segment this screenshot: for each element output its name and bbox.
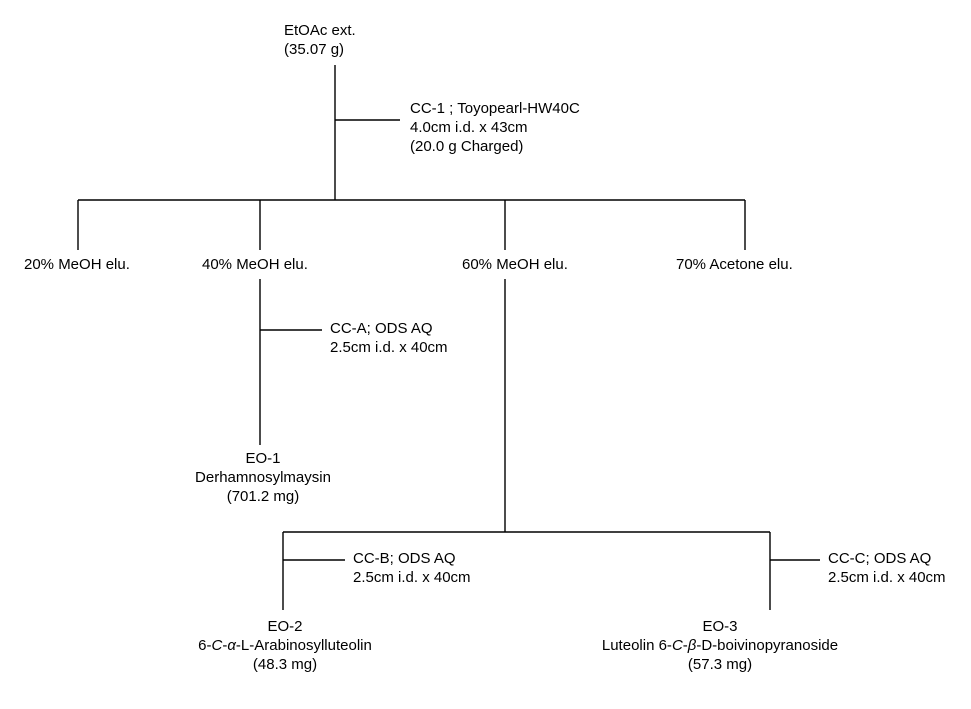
cc1-annotation: CC-1 ; Toyopearl-HW40C 4.0cm i.d. x 43cm… (410, 100, 580, 156)
ccB-annotation: CC-B; ODS AQ 2.5cm i.d. x 40cm (353, 550, 471, 588)
diagram-stage: { "root": { "line1": "EtOAc ext.", "line… (0, 0, 971, 709)
eo3-prefix: Luteolin 6- (602, 637, 672, 654)
cc1-line2: 4.0cm i.d. x 43cm (410, 119, 580, 138)
eo3-block: EO-3 Luteolin 6-C-β-D-boivinopyranoside … (570, 618, 870, 674)
ccC-line1: CC-C; ODS AQ (828, 550, 946, 569)
eo2-ital1: C (212, 637, 223, 654)
eo2-prefix: 6- (198, 637, 211, 654)
branch-70acetone: 70% Acetone elu. (676, 256, 793, 275)
root-line1: EtOAc ext. (284, 22, 356, 41)
ccA-annotation: CC-A; ODS AQ 2.5cm i.d. x 40cm (330, 320, 448, 358)
ccA-line1: CC-A; ODS AQ (330, 320, 448, 339)
branch-40meoh: 40% MeOH elu. (202, 256, 308, 275)
eo1-line2: Derhamnosylmaysin (188, 469, 338, 488)
branch-60meoh: 60% MeOH elu. (462, 256, 568, 275)
eo2-line2: 6-C-α-L-Arabinosylluteolin (160, 637, 410, 656)
eo1-line1: EO-1 (188, 450, 338, 469)
eo3-line1: EO-3 (570, 618, 870, 637)
root-line2: (35.07 g) (284, 41, 356, 60)
branch-20meoh: 20% MeOH elu. (24, 256, 130, 275)
ccA-line2: 2.5cm i.d. x 40cm (330, 339, 448, 358)
eo3-line2: Luteolin 6-C-β-D-boivinopyranoside (570, 637, 870, 656)
ccB-line1: CC-B; ODS AQ (353, 550, 471, 569)
eo1-line3: (701.2 mg) (188, 488, 338, 507)
ccC-annotation: CC-C; ODS AQ 2.5cm i.d. x 40cm (828, 550, 946, 588)
cc1-line3: (20.0 g Charged) (410, 138, 580, 157)
eo2-line3: (48.3 mg) (160, 656, 410, 675)
eo2-line1: EO-2 (160, 618, 410, 637)
eo3-line3: (57.3 mg) (570, 656, 870, 675)
cc1-line1: CC-1 ; Toyopearl-HW40C (410, 100, 580, 119)
ccB-line2: 2.5cm i.d. x 40cm (353, 569, 471, 588)
eo2-suffix: -L-Arabinosylluteolin (236, 637, 372, 654)
eo1-block: EO-1 Derhamnosylmaysin (701.2 mg) (188, 450, 338, 506)
root-title: EtOAc ext. (35.07 g) (284, 22, 356, 60)
eo3-suffix: -D-boivinopyranoside (696, 637, 838, 654)
eo2-block: EO-2 6-C-α-L-Arabinosylluteolin (48.3 mg… (160, 618, 410, 674)
ccC-line2: 2.5cm i.d. x 40cm (828, 569, 946, 588)
eo3-ital1: C (672, 637, 683, 654)
eo2-ital2: α (227, 637, 236, 654)
